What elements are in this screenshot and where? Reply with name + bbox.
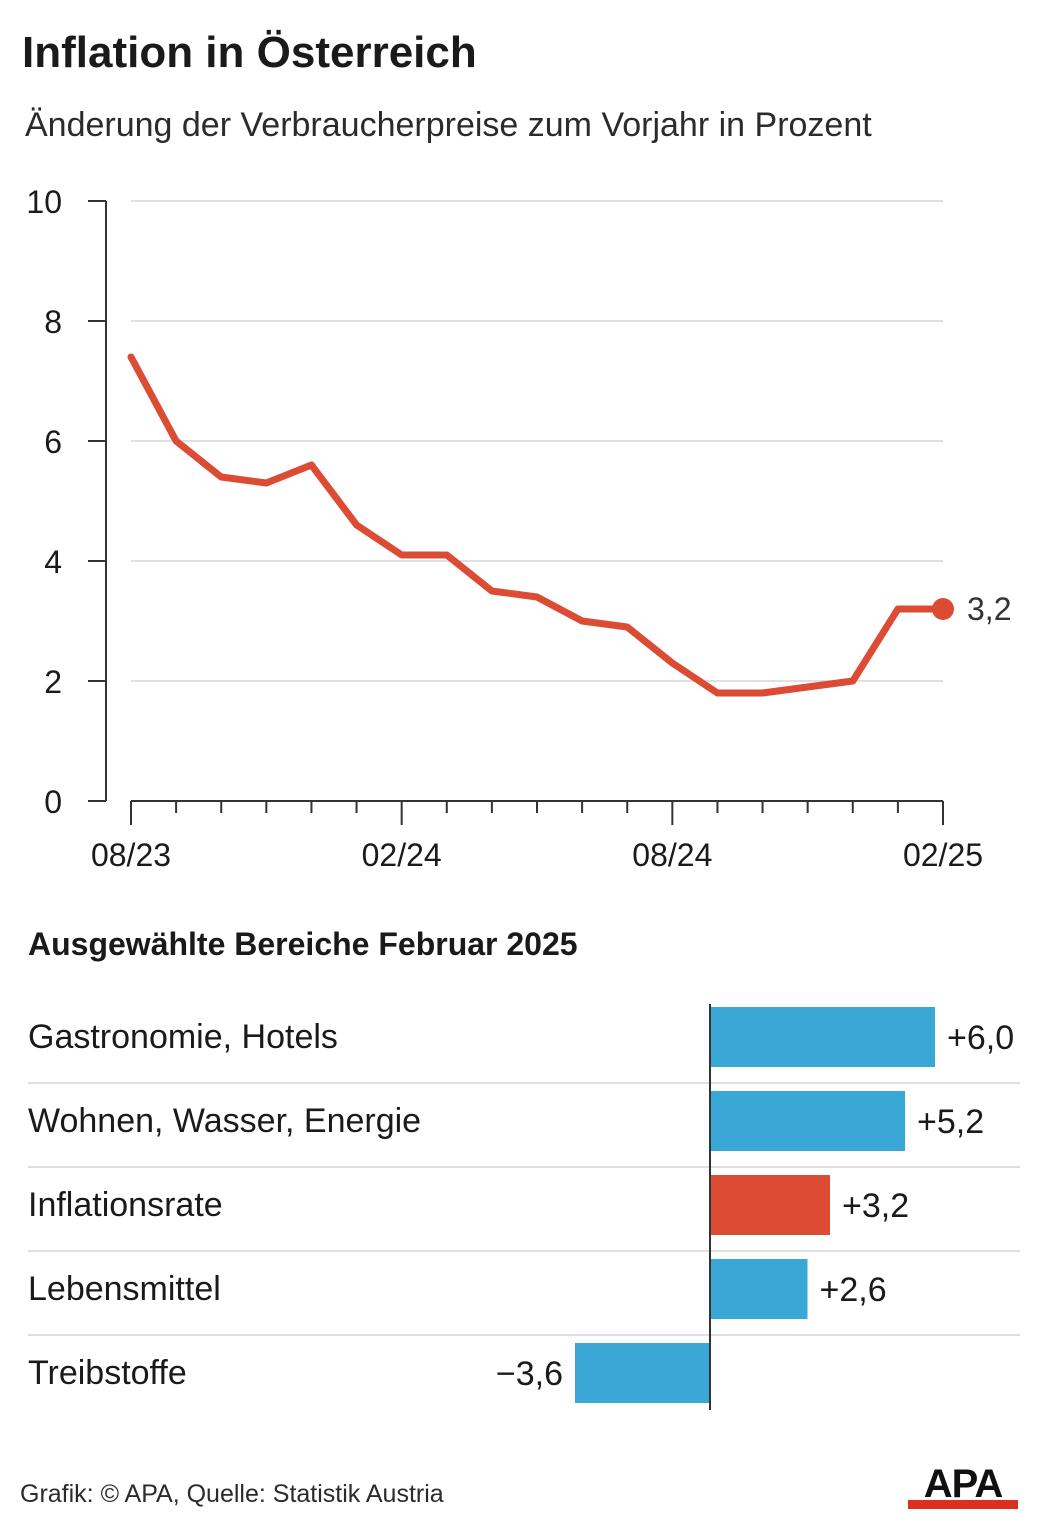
category-label: Inflationsrate bbox=[28, 1186, 223, 1224]
bar-value-label: +3,2 bbox=[842, 1187, 909, 1225]
y-tick-label: 0 bbox=[44, 784, 62, 820]
x-tick-label: 02/24 bbox=[362, 837, 442, 873]
bar bbox=[710, 1007, 935, 1067]
category-label: Wohnen, Wasser, Energie bbox=[28, 1102, 421, 1140]
inflation-series-line bbox=[127, 353, 947, 697]
category-label: Treibstoffe bbox=[28, 1354, 187, 1392]
y-tick-label: 4 bbox=[44, 544, 62, 580]
line-chart: 0 2 4 6 8 10 08/23 02/24 08/24 02/25 3,2 bbox=[26, 184, 1011, 873]
bar bbox=[710, 1259, 808, 1319]
bar bbox=[710, 1091, 905, 1151]
bar bbox=[575, 1343, 710, 1403]
x-tick-label: 02/25 bbox=[903, 837, 983, 873]
apa-logo: APA bbox=[908, 1464, 1018, 1509]
category-label: Lebensmittel bbox=[28, 1270, 221, 1308]
bar-chart: Gastronomie, Hotels +6,0 Wohnen, Wasser, E… bbox=[28, 1004, 1020, 1410]
y-tick-label: 10 bbox=[26, 184, 62, 220]
bar-value-label: +6,0 bbox=[947, 1019, 1014, 1057]
chart-title: Inflation in Österreich bbox=[22, 28, 477, 77]
bar bbox=[710, 1175, 830, 1235]
y-tick-label: 6 bbox=[44, 424, 62, 460]
x-tick-label: 08/24 bbox=[632, 837, 712, 873]
bar-value-label: +2,6 bbox=[820, 1271, 887, 1309]
y-tick-label: 8 bbox=[44, 304, 62, 340]
chart-subtitle: Änderung der Verbraucherpreise zum Vorja… bbox=[25, 106, 872, 144]
bar-value-label: +5,2 bbox=[917, 1103, 984, 1141]
end-point-marker bbox=[932, 598, 954, 620]
y-tick-label: 2 bbox=[44, 664, 62, 700]
bar-value-label: −3,6 bbox=[496, 1355, 563, 1393]
svg-text:APA: APA bbox=[924, 1464, 1003, 1506]
x-tick-label: 08/23 bbox=[91, 837, 171, 873]
bar-chart-title: Ausgewählte Bereiche Februar 2025 bbox=[28, 926, 578, 962]
end-value-label: 3,2 bbox=[967, 591, 1011, 627]
source-credit: Grafik: © APA, Quelle: Statistik Austria bbox=[20, 1480, 444, 1508]
category-label: Gastronomie, Hotels bbox=[28, 1018, 338, 1056]
